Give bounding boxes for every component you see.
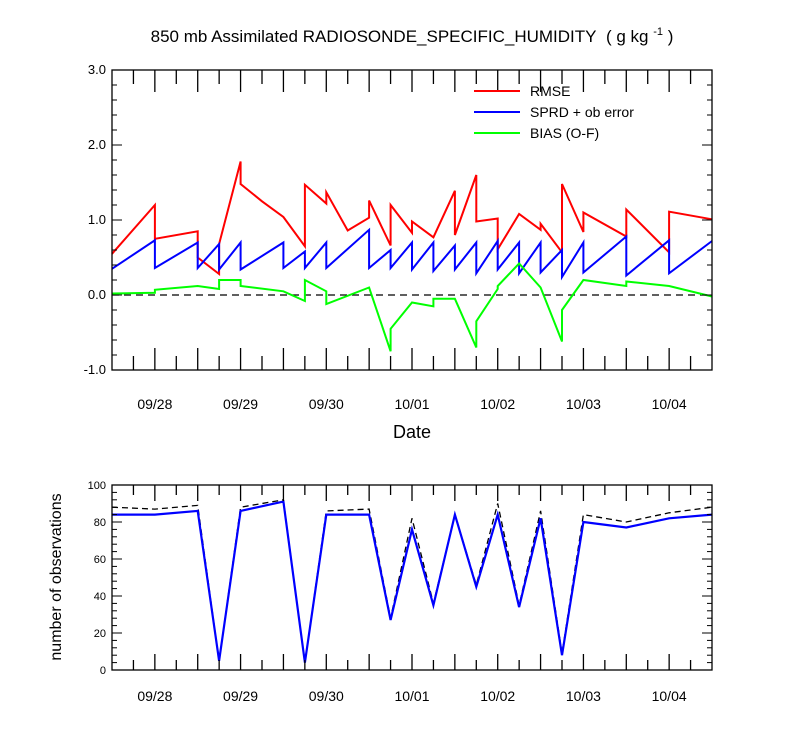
- x-tick-label: 09/28: [137, 688, 172, 704]
- x-tick-label: 10/04: [652, 688, 687, 704]
- legend: RMSE SPRD + ob error BIAS (O-F): [474, 83, 634, 141]
- observations-panel: 0 20 40 60 80 100 09/28 09/29 09/30 10/01 10/02 10/…: [88, 480, 713, 704]
- y-tick-label: 40: [94, 591, 106, 603]
- series-line-possible: [111, 499, 713, 663]
- observations-axes: 0 20 40 60 80 100 09/28 09/29 09/30 10/01 10/02 10/…: [88, 480, 713, 704]
- y-tick-label: 3.0: [88, 62, 106, 77]
- chart-title-exponent: -1: [653, 26, 663, 38]
- series-line-rmse: [111, 161, 713, 277]
- x-tick-label: 10/02: [480, 688, 515, 704]
- x-tick-label: 10/04: [652, 396, 687, 412]
- x-tick-label: 09/28: [137, 396, 172, 412]
- y-tick-label: 100: [88, 480, 106, 492]
- rmse-panel: -1.0 0.0 1.0 2.0 3.0 09/28 09/29 09/30 10/01 10/0…: [84, 62, 713, 412]
- chart-title-close: ): [668, 27, 674, 46]
- y-tick-label: 0.0: [88, 287, 106, 302]
- x-axis-label: Date: [393, 422, 431, 442]
- y-tick-label: 80: [94, 517, 106, 529]
- chart-title-main: 850 mb Assimilated RADIOSONDE_SPECIFIC_H…: [151, 27, 597, 46]
- legend-label: RMSE: [530, 83, 570, 99]
- chart-title: 850 mb Assimilated RADIOSONDE_SPECIFIC_H…: [151, 20, 674, 46]
- series-line-sprd-ob-error: [111, 227, 713, 281]
- x-tick-label: 09/29: [223, 396, 258, 412]
- x-tick-label: 10/01: [394, 688, 429, 704]
- y-tick-label: 20: [94, 628, 106, 640]
- observations-series-group: [111, 499, 713, 663]
- x-tick-label: 09/30: [309, 688, 344, 704]
- rmse-axes: -1.0 0.0 1.0 2.0 3.0 09/28 09/29 09/30 10/01 10/0…: [84, 62, 713, 412]
- legend-label: BIAS (O-F): [530, 125, 599, 141]
- chart-title-units: ( g kg: [606, 27, 649, 46]
- series-line-assimilated: [112, 500, 713, 663]
- x-tick-label: 10/02: [480, 396, 515, 412]
- x-tick-label: 09/30: [309, 396, 344, 412]
- x-tick-label: 10/03: [566, 688, 601, 704]
- y-tick-label: 60: [94, 554, 106, 566]
- legend-label: SPRD + ob error: [530, 104, 634, 120]
- y-tick-label: 0: [100, 665, 106, 677]
- y-tick-label: 1.0: [88, 212, 106, 227]
- rmse-series-group: [111, 161, 713, 352]
- x-tick-label: 10/01: [394, 396, 429, 412]
- series-line-bias-o-f: [111, 262, 713, 352]
- x-tick-label: 10/03: [566, 396, 601, 412]
- x-tick-label: 09/29: [223, 688, 258, 704]
- y-tick-label: 2.0: [88, 137, 106, 152]
- plot-frame: [111, 484, 713, 671]
- y-axis-label-observations: number of observations: [48, 493, 65, 660]
- y-tick-label: -1.0: [84, 362, 106, 377]
